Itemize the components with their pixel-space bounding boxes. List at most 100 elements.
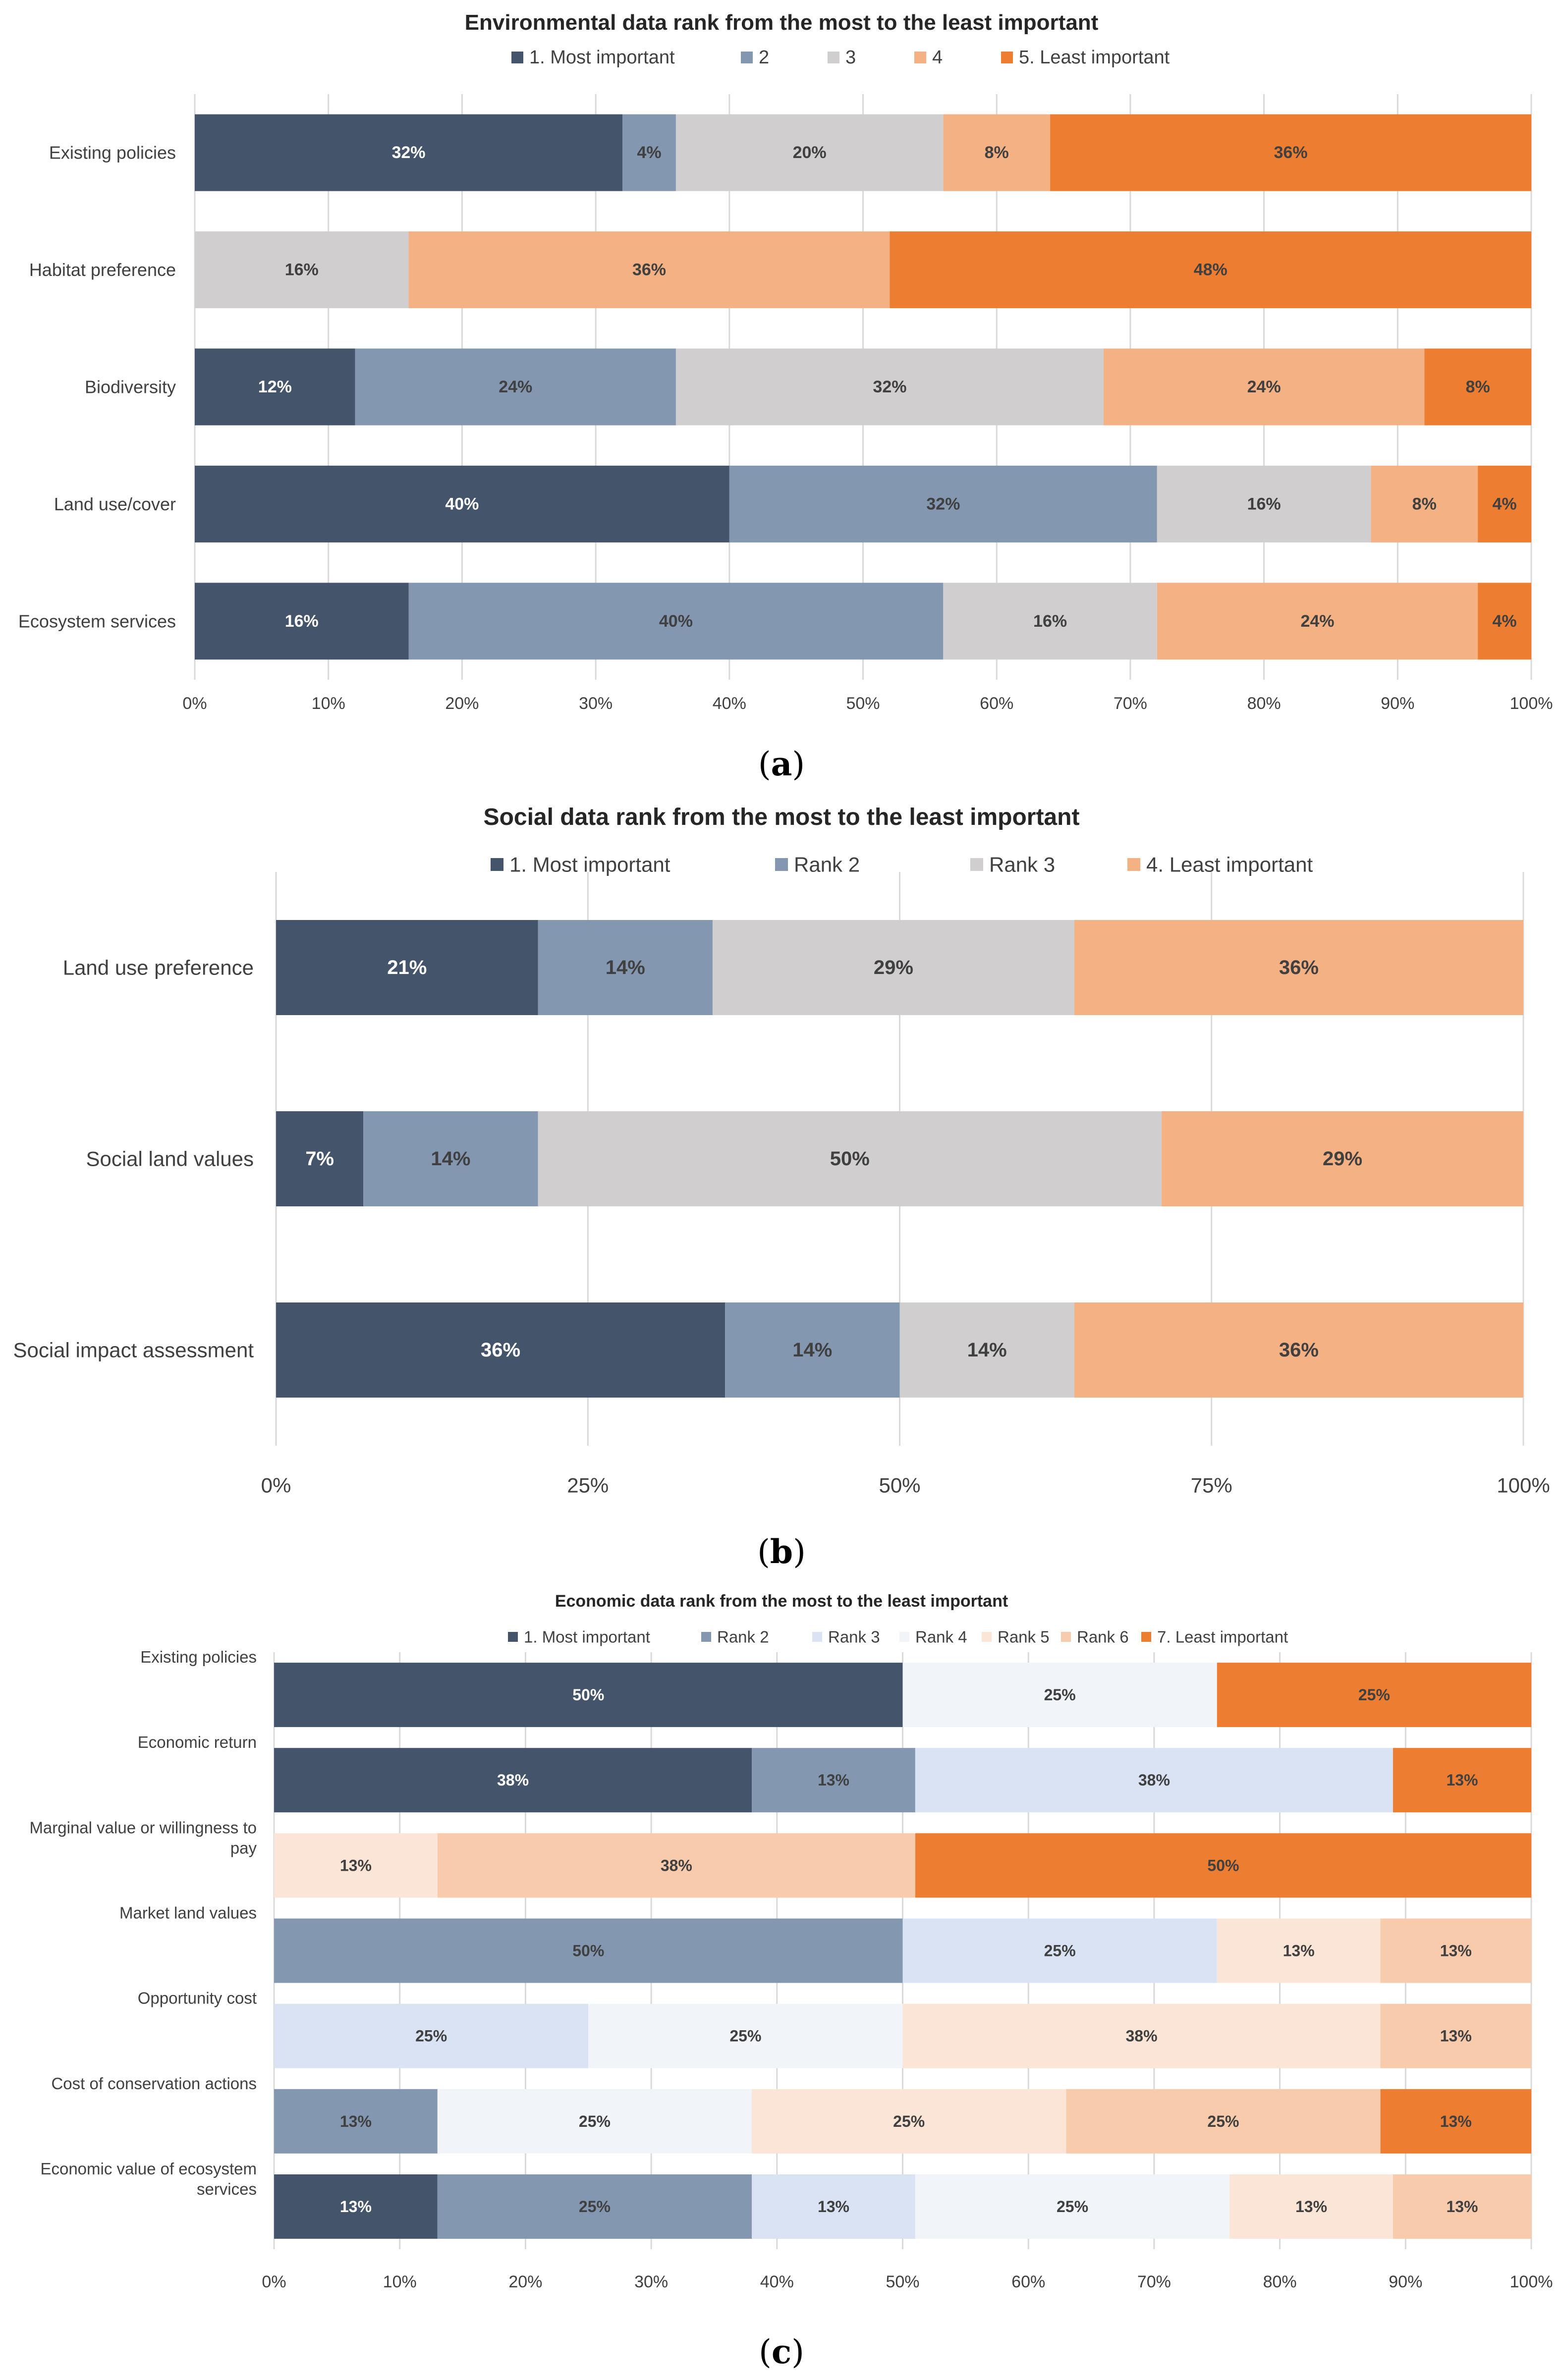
- legend-label: Rank 5: [998, 1628, 1050, 1646]
- bar-segment-1-most-important: [195, 348, 355, 426]
- data-label: 36%: [1279, 957, 1319, 978]
- bar-segment-1-most-important: [195, 114, 623, 191]
- bar-segment-rank-2: [437, 2174, 752, 2239]
- x-tick-label: 75%: [1191, 1474, 1232, 1497]
- data-label: 21%: [387, 957, 427, 978]
- chart-1: Environmental data rank from the most to…: [18, 10, 1553, 783]
- category-label: Social land values: [86, 1147, 254, 1171]
- bar-segment-2: [622, 114, 676, 191]
- legend-item-1-most-important: 1. Most important: [508, 1628, 650, 1646]
- x-tick-label: 60%: [980, 694, 1013, 713]
- x-tick-label: 70%: [1137, 2272, 1171, 2291]
- bar-segment-4-least-important: [1074, 1302, 1523, 1398]
- data-label: 24%: [499, 378, 532, 396]
- data-label: 4%: [637, 143, 661, 162]
- legend-item-rank-2: Rank 2: [701, 1628, 769, 1646]
- category-label: Cost of conservation actions: [51, 2074, 257, 2093]
- bar-segment-rank-6: [1066, 2089, 1381, 2154]
- bar-segment-7-least-important: [1393, 1748, 1531, 1813]
- data-label: 50%: [572, 1942, 604, 1960]
- bar-segment-3: [675, 348, 1104, 426]
- bar-segment-rank-6: [437, 1833, 915, 1898]
- bar-segment-2: [408, 583, 944, 660]
- bar-segment-rank-6: [1393, 2174, 1531, 2239]
- data-label: 25%: [729, 2027, 761, 2045]
- legend-item-1-most-important: 1. Most important: [491, 853, 670, 876]
- data-label: 8%: [985, 143, 1009, 162]
- data-label: 25%: [579, 2198, 611, 2216]
- category-label: Land use/cover: [54, 494, 176, 514]
- bar-segment-1-most-important: [276, 1302, 726, 1398]
- category-label: Opportunity cost: [138, 1989, 257, 2007]
- bar-segment-rank-5: [274, 1833, 438, 1898]
- bar-segment-3: [1157, 465, 1371, 542]
- legend-swatch: [1127, 858, 1140, 871]
- legend-swatch: [1141, 1632, 1151, 1642]
- x-tick-label: 100%: [1510, 2272, 1553, 2291]
- bar-segment-1-most-important: [276, 920, 538, 1015]
- legend-label: Rank 2: [794, 853, 860, 876]
- bar-segment-rank-5: [1217, 1918, 1381, 1983]
- legend-item-rank-2: Rank 2: [775, 853, 860, 876]
- data-label: 25%: [1057, 2198, 1088, 2216]
- data-label: 38%: [661, 1856, 692, 1874]
- x-tick-label: 100%: [1497, 1474, 1550, 1497]
- data-label: 25%: [1358, 1686, 1390, 1704]
- data-label: 32%: [391, 143, 425, 162]
- legend-swatch: [511, 52, 523, 63]
- bar-row-social-land-values: Social land values 7% 14% 50% 29%: [86, 1111, 1523, 1206]
- bar-segment-7-least-important: [1217, 1663, 1531, 1728]
- data-label: 14%: [606, 957, 645, 978]
- data-label: 25%: [1044, 1942, 1076, 1960]
- legend-item-4-least-important: 4. Least important: [1127, 853, 1313, 876]
- category-label: Existing policies: [140, 1648, 257, 1666]
- x-tick-label: 80%: [1247, 694, 1281, 713]
- legend-label: Rank 3: [989, 853, 1055, 876]
- bar-segment-rank-2: [274, 1918, 903, 1983]
- data-label: 8%: [1412, 494, 1437, 513]
- bar-segment-rank-2: [363, 1111, 538, 1206]
- x-tick-label: 20%: [445, 694, 479, 713]
- bar-segment-rank-5: [902, 2003, 1381, 2068]
- x-tick-label: 90%: [1389, 2272, 1422, 2291]
- x-tick-label: 80%: [1263, 2272, 1297, 2291]
- data-label: 20%: [793, 143, 827, 162]
- data-label: 50%: [830, 1148, 870, 1170]
- data-label: 13%: [1446, 2198, 1478, 2216]
- data-label: 13%: [340, 2112, 372, 2130]
- data-label: 7%: [305, 1148, 334, 1170]
- chart-title: Environmental data rank from the most to…: [465, 10, 1099, 35]
- panel-caption: (c): [759, 2332, 804, 2371]
- bar-segment-1-most-important: [195, 465, 729, 542]
- legend-item-rank-3: Rank 3: [970, 853, 1055, 876]
- bar-segment-2: [355, 348, 676, 426]
- bar-segment-1-most-important: [274, 1663, 903, 1728]
- bar-segment-4-least-important: [1074, 920, 1523, 1015]
- bar-row-land-use-cover: Land use/cover 40% 32% 16% 8% 4%: [54, 465, 1531, 542]
- legend-item-rank-3: Rank 3: [812, 1628, 880, 1646]
- data-label: 13%: [818, 2198, 849, 2216]
- category-label: Social impact assessment: [13, 1339, 254, 1362]
- legend-label: 2: [759, 47, 769, 68]
- legend-swatch: [701, 1632, 711, 1642]
- bar-segment-4: [1103, 348, 1425, 426]
- data-label: 16%: [1247, 494, 1281, 513]
- data-label: 29%: [874, 957, 913, 978]
- legend-swatch: [741, 52, 753, 63]
- legend-swatch: [508, 1632, 518, 1642]
- bar-row-land-use-preference: Land use preference 21% 14% 29% 36%: [63, 920, 1523, 1015]
- data-label: 25%: [415, 2027, 447, 2045]
- bar-segment-1-most-important: [274, 2174, 438, 2239]
- bar-segment-4: [1371, 465, 1478, 542]
- bar-segment-5-least-important: [1050, 114, 1531, 191]
- data-label: 8%: [1466, 378, 1490, 396]
- bar-segment-5-least-important: [1478, 465, 1531, 542]
- data-label: 4%: [1492, 494, 1516, 513]
- bar-row-cost-of-conservation-actions: Cost of conservation actions 13% 25% 25% 25%…: [51, 2074, 1531, 2154]
- legend-swatch: [914, 52, 926, 63]
- legend-label: Rank 2: [717, 1628, 769, 1646]
- data-label: 12%: [258, 378, 292, 396]
- legend-label: Rank 3: [828, 1628, 880, 1646]
- x-tick-label: 40%: [760, 2272, 794, 2291]
